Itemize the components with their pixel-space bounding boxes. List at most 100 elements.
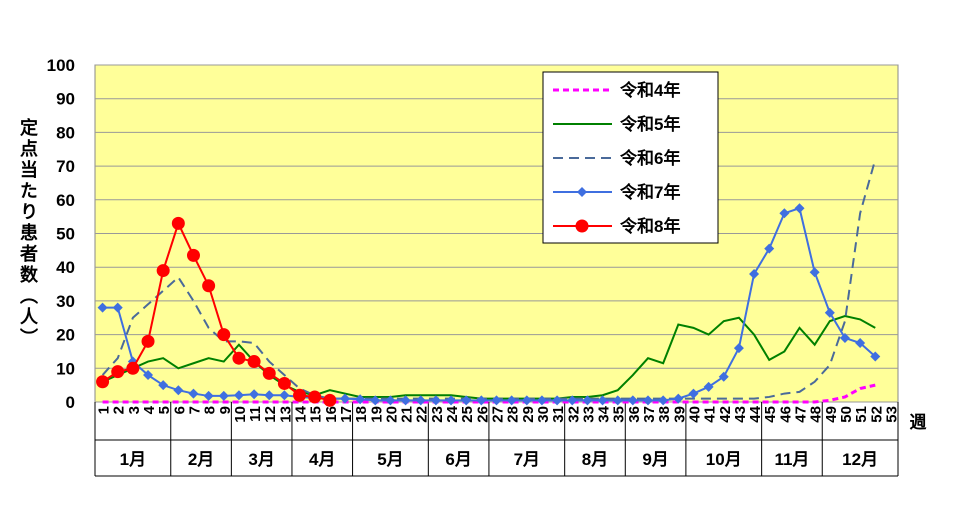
x-tick-label: 11 — [247, 406, 264, 422]
month-label: 10月 — [706, 450, 742, 469]
marker — [415, 395, 426, 406]
y-tick-label: 20 — [56, 326, 75, 345]
series — [96, 216, 337, 407]
x-tick-label: 27 — [490, 406, 507, 423]
marker — [173, 385, 184, 396]
x-tick-label: 52 — [868, 406, 885, 423]
y-tick-label: 40 — [56, 258, 75, 277]
x-tick-label: 37 — [641, 406, 658, 423]
marker — [370, 395, 381, 406]
marker — [188, 388, 199, 399]
marker — [217, 328, 231, 342]
x-tick-label: 47 — [793, 406, 810, 423]
marker — [506, 395, 517, 406]
legend-label: 令和5年 — [620, 114, 680, 134]
x-tick-label: 21 — [399, 406, 416, 423]
x-tick-label: 33 — [580, 406, 597, 423]
x-tick-label: 42 — [717, 406, 734, 423]
marker — [264, 390, 275, 401]
month-label: 6月 — [445, 450, 471, 469]
marker — [400, 395, 411, 406]
marker — [627, 395, 638, 406]
marker — [171, 216, 185, 230]
legend-label: 令和6年 — [620, 148, 680, 168]
marker — [202, 279, 216, 293]
month-label: 9月 — [642, 450, 668, 469]
x-tick-label: 43 — [732, 406, 749, 423]
x-tick-label: 36 — [626, 406, 643, 423]
marker — [323, 393, 337, 407]
x-tick-label: 45 — [762, 406, 779, 423]
series — [102, 315, 876, 400]
series — [102, 383, 876, 404]
y-tick-label: 80 — [56, 123, 75, 142]
x-tick-label: 3 — [126, 406, 143, 414]
month-label: 1月 — [120, 450, 146, 469]
x-tick-label: 41 — [702, 406, 719, 423]
marker — [536, 395, 547, 406]
x-tick-label: 29 — [520, 406, 537, 423]
marker — [764, 243, 775, 254]
month-label: 11月 — [774, 450, 809, 469]
marker — [158, 380, 169, 391]
marker — [385, 395, 396, 406]
month-label: 5月 — [377, 450, 403, 469]
y-tick-label: 50 — [56, 225, 75, 244]
x-tick-label: 18 — [353, 406, 370, 423]
legend-label: 令和8年 — [620, 216, 680, 236]
marker — [233, 390, 244, 401]
x-tick-label: 25 — [459, 406, 476, 423]
marker — [794, 203, 805, 214]
marker — [779, 208, 790, 219]
series-line — [102, 315, 876, 400]
x-tick-label: 30 — [535, 406, 552, 423]
x-tick-label: 50 — [838, 406, 855, 423]
x-tick-label: 26 — [474, 406, 491, 423]
marker — [673, 393, 684, 404]
marker — [461, 395, 472, 406]
marker — [156, 264, 170, 278]
x-tick-label: 6 — [171, 406, 188, 414]
marker — [430, 395, 441, 406]
marker — [308, 390, 322, 404]
marker — [339, 393, 350, 404]
marker — [126, 361, 140, 375]
x-tick-label: 24 — [444, 405, 461, 422]
x-tick-label: 51 — [853, 406, 870, 423]
series — [97, 203, 881, 406]
month-label: 4月 — [309, 450, 335, 469]
x-tick-label: 40 — [686, 406, 703, 423]
month-label: 3月 — [248, 450, 274, 469]
marker — [355, 394, 366, 405]
marker — [143, 370, 154, 381]
marker — [839, 332, 850, 343]
marker — [111, 365, 125, 379]
marker — [279, 390, 290, 401]
legend-label: 令和7年 — [620, 182, 680, 202]
month-label: 2月 — [188, 450, 214, 469]
marker — [218, 390, 229, 401]
x-tick-label: 2 — [111, 406, 128, 414]
marker — [733, 343, 744, 354]
y-axis-label: 定点当たり患者数（人） — [18, 117, 39, 349]
marker — [855, 338, 866, 349]
x-tick-label: 44 — [747, 405, 764, 422]
x-tick-label: 16 — [323, 406, 340, 423]
x-tick-label: 34 — [596, 405, 613, 422]
marker — [749, 268, 760, 279]
series — [101, 159, 877, 400]
marker — [186, 248, 200, 262]
marker — [262, 366, 276, 380]
marker — [612, 395, 623, 406]
x-tick-label: 10 — [232, 406, 249, 423]
marker — [870, 351, 881, 362]
x-tick-label: 13 — [277, 406, 294, 423]
x-tick-label: 28 — [505, 406, 522, 423]
month-label: 7月 — [514, 450, 540, 469]
marker — [567, 395, 578, 406]
x-tick-label: 17 — [338, 406, 355, 423]
x-tick-label: 7 — [186, 406, 203, 414]
x-tick-label: 15 — [308, 406, 325, 423]
marker — [112, 302, 123, 313]
